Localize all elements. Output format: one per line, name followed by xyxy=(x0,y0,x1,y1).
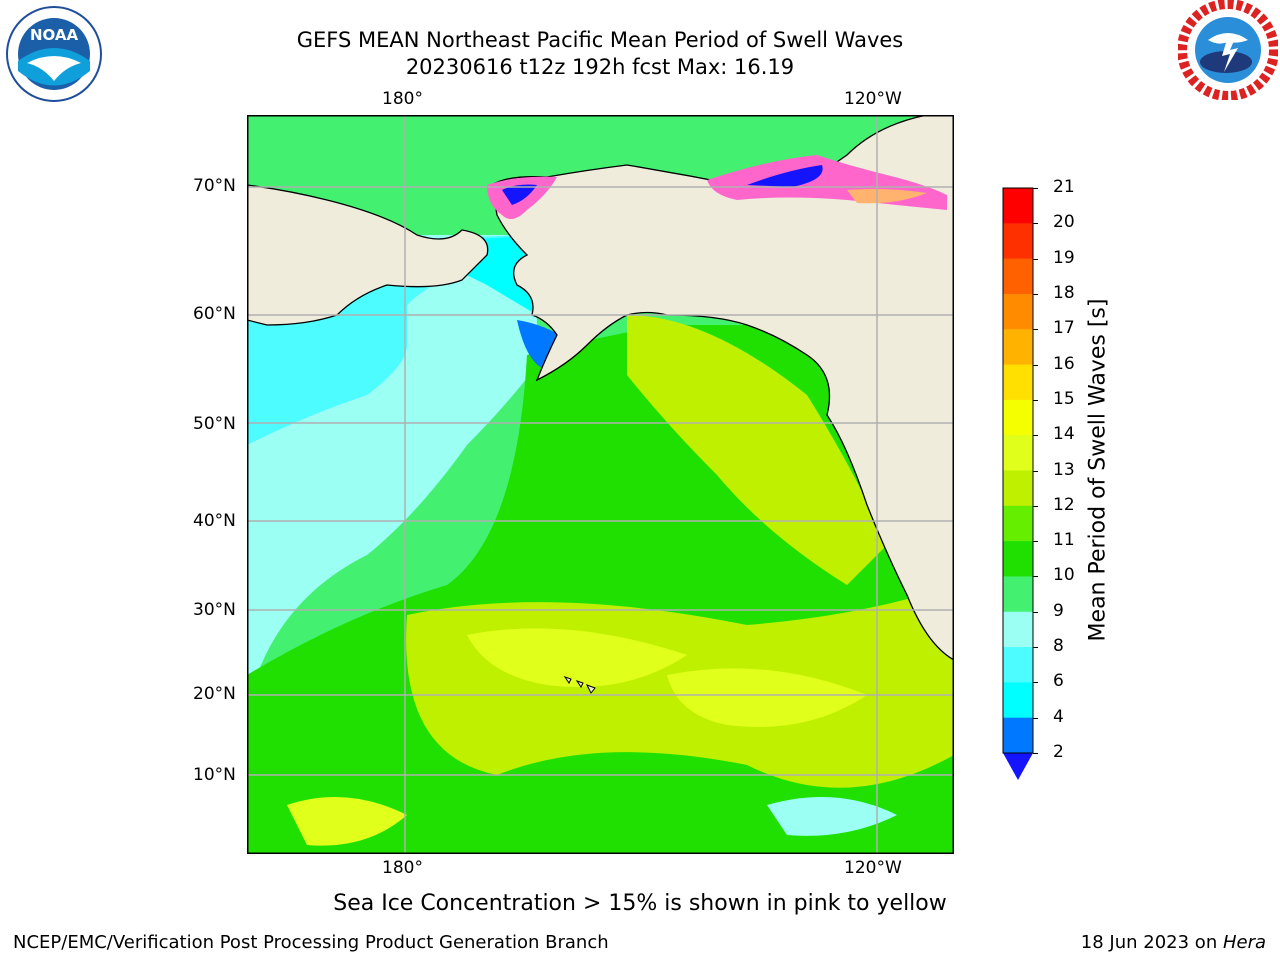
colorbar-tick-label: 10 xyxy=(1053,565,1075,586)
colorbar-tick-mark xyxy=(1033,364,1038,366)
nws-logo xyxy=(1177,0,1279,101)
colorbar-tick-label: 6 xyxy=(1053,671,1064,692)
colorbar-extend-arrow xyxy=(1003,753,1033,780)
swell-period-map xyxy=(247,115,954,854)
colorbar-tick-label: 12 xyxy=(1053,494,1075,515)
colorbar-block xyxy=(1003,223,1033,260)
colorbar-tick-label: 21 xyxy=(1053,177,1075,197)
land-hawaii xyxy=(563,676,596,694)
colorbar-tick-label: 18 xyxy=(1053,282,1075,303)
colorbar-tick-mark xyxy=(1033,682,1038,684)
colorbar-block xyxy=(1003,399,1033,436)
colorbar-block xyxy=(1003,188,1033,224)
colorbar-tick-label: 16 xyxy=(1053,353,1075,374)
colorbar-block xyxy=(1003,505,1033,542)
colorbar-tick-mark xyxy=(1033,399,1038,401)
yellow-patch-3 xyxy=(287,797,407,846)
colorbar-block xyxy=(1003,611,1033,648)
lat-label-60n: 60°N xyxy=(193,304,236,324)
colorbar-tick-mark xyxy=(1033,293,1038,295)
noaa-logo: NOAA xyxy=(5,5,103,103)
colorbar-tick-label: 15 xyxy=(1053,388,1075,409)
colorbar-tick-label: 14 xyxy=(1053,424,1075,445)
map-frame xyxy=(247,115,954,854)
colorbar-tick-label: 11 xyxy=(1053,530,1075,551)
colorbar-tick-label: 19 xyxy=(1053,247,1075,268)
lon-label-bottom-120w: 120°W xyxy=(844,858,902,878)
colorbar-tick-mark xyxy=(1033,258,1038,260)
colorbar-block xyxy=(1003,541,1033,577)
lon-label-top-120w: 120°W xyxy=(844,89,902,109)
colorbar-tick-mark xyxy=(1033,329,1038,331)
colorbar-block xyxy=(1003,717,1033,754)
graticule xyxy=(247,115,954,854)
colorbar-tick-mark xyxy=(1033,753,1038,754)
colorbar xyxy=(1002,187,1034,780)
lat-label-40n: 40°N xyxy=(193,511,236,531)
colorbar-tick-label: 8 xyxy=(1053,636,1064,657)
colorbar-tick-mark xyxy=(1033,470,1038,472)
colorbar-block xyxy=(1003,682,1033,719)
colorbar-tick-mark xyxy=(1033,223,1038,225)
lat-label-10n: 10°N xyxy=(193,765,236,785)
footer-right: 18 Jun 2023 on Hera xyxy=(1081,932,1266,953)
sea-ice-beaufort-core xyxy=(747,165,823,187)
colorbar-tick-mark xyxy=(1033,717,1038,719)
gulf-yellow-green xyxy=(627,315,887,585)
colorbar-tick-mark xyxy=(1033,541,1038,543)
colorbar-tick-label: 13 xyxy=(1053,459,1075,480)
colorbar-tick-mark xyxy=(1033,576,1038,578)
colorbar-block xyxy=(1003,329,1033,366)
sea-ice-chukchi-core xyxy=(502,184,537,205)
sea-ice-caption: Sea Ice Concentration > 15% is shown in … xyxy=(333,891,947,916)
chart-subtitle: 20230616 t12z 192h fcst Max: 16.19 xyxy=(405,55,795,79)
lon-label-top-180: 180° xyxy=(382,89,423,109)
colorbar-tick-label: 4 xyxy=(1053,706,1064,727)
colorbar-tick-label: 20 xyxy=(1053,212,1075,233)
colorbar-tick-mark xyxy=(1033,435,1038,437)
yellow-patch-1 xyxy=(467,628,687,687)
cyan-patch-south xyxy=(767,797,897,836)
colorbar-tick-mark xyxy=(1033,505,1038,507)
sea-ice-beaufort-edge xyxy=(847,189,927,204)
colorbar-tick-mark xyxy=(1033,647,1038,649)
colorbar-block xyxy=(1003,470,1033,507)
noaa-logo-text: NOAA xyxy=(30,26,79,44)
yellow-patch-2 xyxy=(667,668,867,727)
lat-label-70n: 70°N xyxy=(193,176,236,196)
footer-machine: Hera xyxy=(1222,932,1266,953)
chart-title: GEFS MEAN Northeast Pacific Mean Period … xyxy=(296,28,904,52)
colorbar-tick-mark xyxy=(1033,188,1038,189)
colorbar-block xyxy=(1003,435,1033,471)
colorbar-tick-label: 17 xyxy=(1053,318,1075,339)
colorbar-tick-label: 9 xyxy=(1053,600,1064,621)
lat-label-50n: 50°N xyxy=(193,414,236,434)
colorbar-tick-mark xyxy=(1033,611,1038,613)
colorbar-label: Mean Period of Swell Waves [s] xyxy=(1085,298,1111,642)
colorbar-block xyxy=(1003,293,1033,330)
colorbar-block xyxy=(1003,364,1033,401)
colorbar-block xyxy=(1003,647,1033,683)
colorbar-block xyxy=(1003,258,1033,295)
footer-date: 18 Jun 2023 on xyxy=(1080,932,1223,953)
lat-label-20n: 20°N xyxy=(193,684,236,704)
colorbar-block xyxy=(1003,576,1033,613)
footer-left: NCEP/EMC/Verification Post Processing Pr… xyxy=(13,932,609,953)
lon-label-bottom-180: 180° xyxy=(382,858,423,878)
colorbar-tick-label: 2 xyxy=(1053,742,1064,762)
lat-label-30n: 30°N xyxy=(193,600,236,620)
